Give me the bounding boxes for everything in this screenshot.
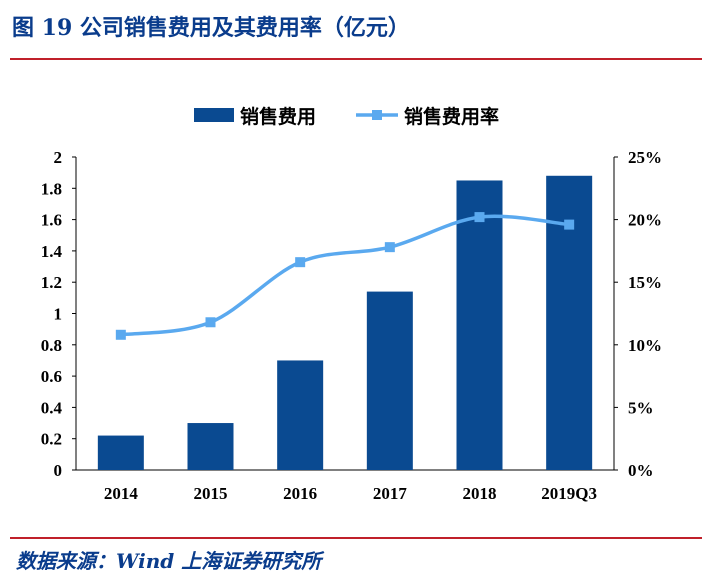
bar-2016 <box>277 360 324 470</box>
x-tick-label: 2015 <box>194 484 228 503</box>
legend-label-line: 销售费用率 <box>404 105 499 128</box>
x-tick-label: 2017 <box>373 484 408 503</box>
y-right-tick-label: 5% <box>628 398 654 417</box>
y-right-tick-label: 25% <box>628 148 662 167</box>
rate-point-2017 <box>384 242 395 253</box>
y-right-tick-label: 15% <box>628 273 662 292</box>
x-tick-label: 2014 <box>104 484 139 503</box>
y-left-tick-label: 2 <box>54 148 63 167</box>
y-left-tick-label: 1.4 <box>41 242 63 261</box>
rate-point-2018 <box>474 212 485 223</box>
y-left-tick-label: 0.6 <box>41 367 62 386</box>
y-left-tick-label: 1 <box>54 305 63 324</box>
legend-label-bar: 销售费用 <box>240 105 316 128</box>
y-right-tick-label: 10% <box>628 336 662 355</box>
y-right-tick-label: 0% <box>628 461 654 480</box>
bar-2014 <box>97 435 144 470</box>
bar-2018 <box>456 180 503 470</box>
series-line-rate <box>120 214 570 337</box>
y-left-tick-label: 1.2 <box>41 273 62 292</box>
plot-area: 00.20.40.60.811.21.41.61.820%5%10%15%20%… <box>41 148 662 503</box>
y-left-tick-label: 0.8 <box>41 336 62 355</box>
legend-swatch-bar <box>194 108 234 122</box>
x-tick-label: 2018 <box>463 484 497 503</box>
title-divider <box>10 58 702 60</box>
source-divider <box>10 537 702 539</box>
legend-swatch-marker <box>372 110 382 120</box>
rate-point-2019Q3 <box>564 219 575 230</box>
y-left-tick-label: 0.4 <box>41 398 63 417</box>
bar-2015 <box>187 423 234 470</box>
rate-point-2016 <box>295 257 306 268</box>
chart-legend: 销售费用 销售费用率 <box>194 105 499 128</box>
y-right-tick-label: 20% <box>628 211 662 230</box>
bar-2017 <box>366 291 413 470</box>
rate-point-2014 <box>115 329 126 340</box>
combo-chart: 销售费用 销售费用率 00.20.40.60.811.21.41.61.820%5… <box>41 105 662 503</box>
rate-point-2015 <box>205 317 216 328</box>
y-left-tick-label: 0 <box>54 461 63 480</box>
source-note: 数据来源：Wind 上海证券研究所 <box>16 549 322 573</box>
y-left-tick-label: 1.6 <box>41 211 62 230</box>
page-title: 图 19 公司销售费用及其费用率（亿元） <box>12 15 410 41</box>
y-left-tick-label: 0.2 <box>41 430 62 449</box>
y-left-tick-label: 1.8 <box>41 179 62 198</box>
x-tick-label: 2016 <box>283 484 317 503</box>
x-tick-label: 2019Q3 <box>541 484 597 503</box>
